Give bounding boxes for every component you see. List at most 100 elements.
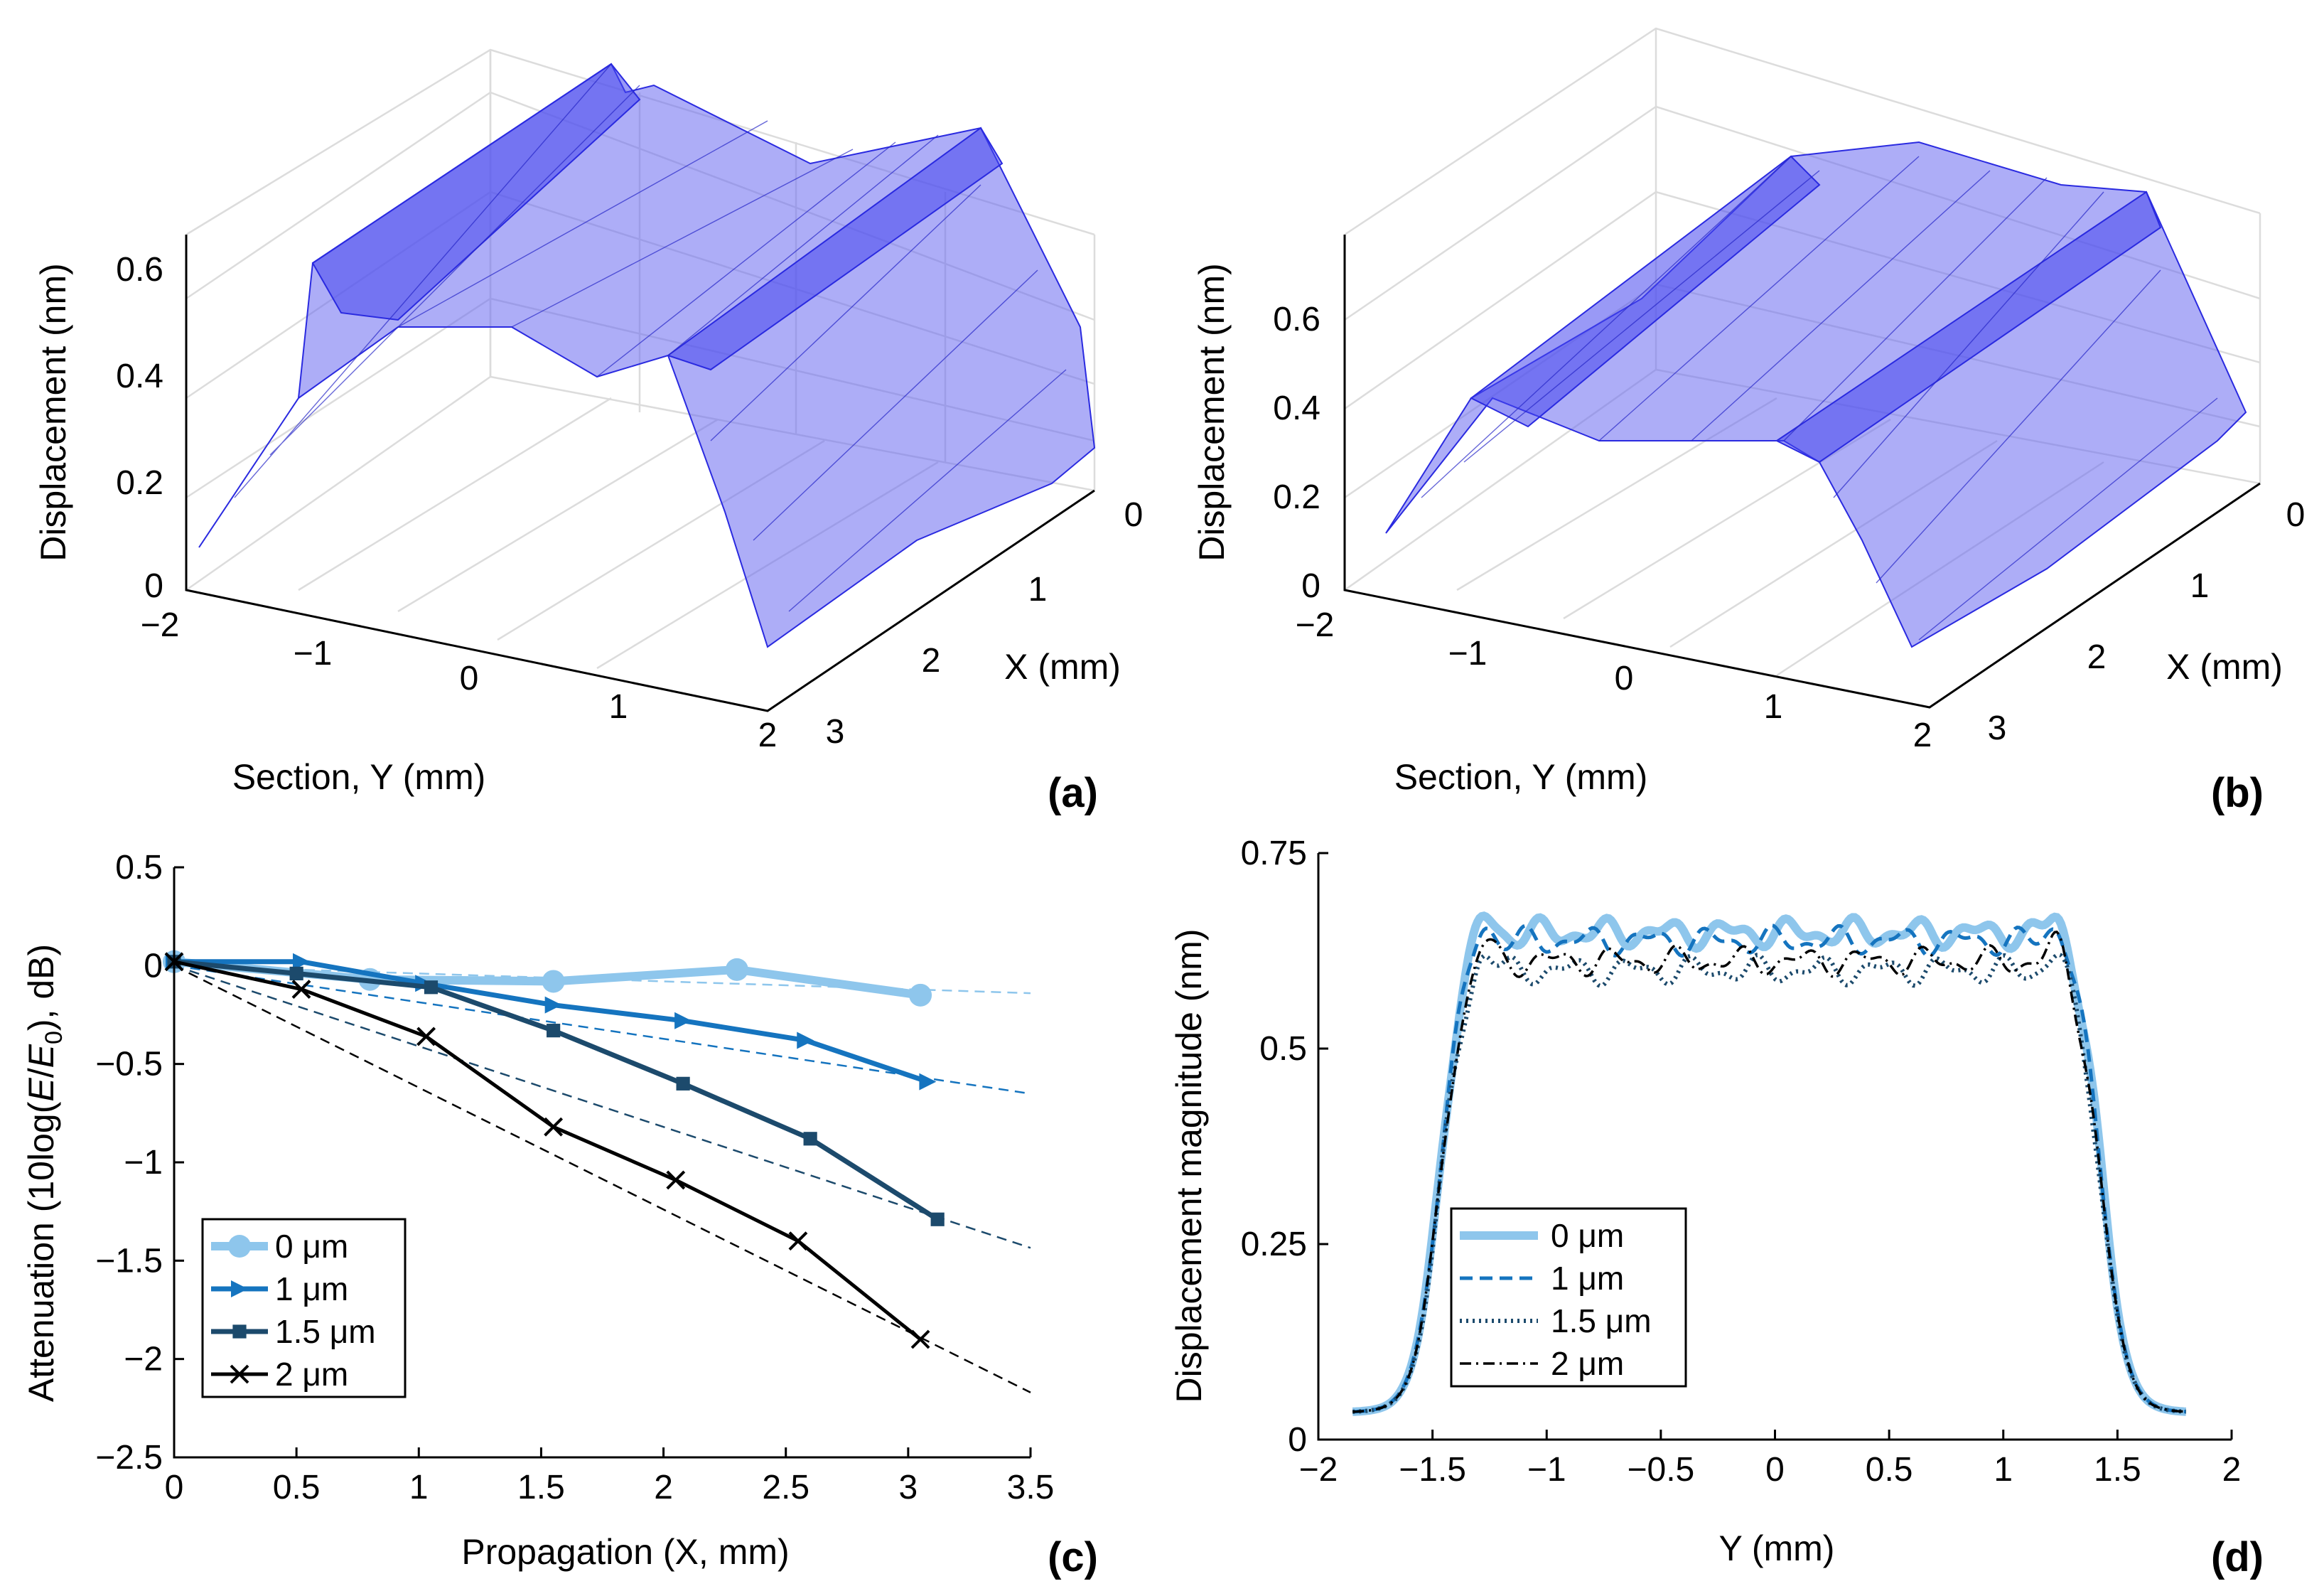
x-tick: 2 xyxy=(922,642,941,680)
legend-label: 1 μm xyxy=(1551,1260,1624,1297)
z-tick: 0 xyxy=(1301,567,1320,605)
y-tick: 2 xyxy=(758,717,778,754)
panel-c-axes xyxy=(173,867,1031,1459)
panel-a-mesh xyxy=(234,63,1067,612)
y-tick: 0 xyxy=(460,660,479,697)
y-tick-label: 0 xyxy=(1288,1421,1307,1459)
series-line-1 xyxy=(1352,923,2186,1414)
marker-square xyxy=(547,1024,561,1038)
legend-label: 0 μm xyxy=(1551,1217,1624,1254)
panel-b-y-ticks: −2 −1 0 1 2 xyxy=(1296,606,1932,754)
y-tick-label: 0.5 xyxy=(115,849,163,886)
marker-triangle-right xyxy=(544,996,562,1014)
x-tick: 0 xyxy=(2286,496,2306,534)
y-tick-label: −1.5 xyxy=(95,1242,163,1280)
x-tick-label: 1.5 xyxy=(2094,1451,2141,1489)
fit-line xyxy=(173,965,1031,1249)
legend-label: 0 μm xyxy=(275,1228,348,1265)
x-tick-label: 0 xyxy=(165,1469,184,1506)
panel-d-xlabel: Y (mm) xyxy=(1719,1528,1835,1568)
x-tick-label: 1 xyxy=(1994,1451,2013,1489)
x-tick-label: 3.5 xyxy=(1007,1469,1055,1506)
z-tick: 0.2 xyxy=(116,464,163,502)
marker-x xyxy=(666,1170,686,1190)
x-tick: 3 xyxy=(826,713,845,751)
panel-d-label: (d) xyxy=(2211,1534,2264,1580)
y-tick: −2 xyxy=(1296,606,1335,644)
x-tick: 1 xyxy=(2190,567,2210,605)
x-tick-label: 3 xyxy=(899,1469,918,1506)
legend-label: 2 μm xyxy=(1551,1345,1624,1382)
marker-circle xyxy=(909,983,932,1007)
marker-square xyxy=(232,1324,247,1339)
marker-circle xyxy=(725,958,748,981)
series-line-0 xyxy=(1352,911,2186,1416)
x-tick-label: 0.5 xyxy=(273,1469,321,1506)
y-tick-label: −0.5 xyxy=(95,1046,163,1083)
x-tick-label: 1 xyxy=(409,1469,429,1506)
x-tick: 2 xyxy=(2087,638,2107,676)
panel-c-xlabel: Propagation (X, mm) xyxy=(461,1532,789,1572)
y-tick-label: 0 xyxy=(144,947,163,985)
z-tick: 0.6 xyxy=(1273,301,1320,338)
panel-c-label: (c) xyxy=(1048,1534,1098,1580)
panel-a-x-ticks: 0 1 2 3 xyxy=(826,496,1144,751)
panel-b-zlabel: Displacement (nm) xyxy=(1192,263,1232,562)
legend-label: 1.5 μm xyxy=(275,1313,376,1350)
marker-square xyxy=(930,1212,945,1226)
panel-d-axes xyxy=(1317,853,2232,1441)
panel-b-mesh xyxy=(1421,156,2218,641)
marker-square xyxy=(289,966,303,980)
y-tick: −1 xyxy=(1448,635,1488,673)
x-tick-label: 0 xyxy=(1765,1451,1785,1489)
y-tick-label: 0.5 xyxy=(1259,1030,1307,1068)
panel-d-legend: 0 μm 1 μm 1.5 μm 2 μm xyxy=(1450,1207,1687,1388)
x-tick: 0 xyxy=(1124,496,1144,534)
panel-d-ylabel: Displacement magnitude (nm) xyxy=(1169,929,1209,1403)
panel-a-z-ticks: 0 0.2 0.4 0.6 xyxy=(116,251,163,605)
panel-c-series xyxy=(163,950,945,1349)
series-line-2 xyxy=(1352,952,2186,1414)
x-tick-label: 2 xyxy=(2222,1451,2242,1489)
panel-c-ticks: 0 0.5 1 1.5 2 2.5 3 3.5 0.5 0 −0.5 −1 −1.5 −2 −2.5 xyxy=(95,849,1054,1506)
series-2 xyxy=(167,955,945,1226)
y-tick: 0 xyxy=(1615,660,1634,697)
panel-a-label: (a) xyxy=(1048,770,1098,816)
legend-label: 1 μm xyxy=(275,1270,348,1307)
x-tick-label: 1.5 xyxy=(517,1469,565,1506)
marker-x xyxy=(788,1231,808,1251)
series-line-3 xyxy=(1352,931,2186,1413)
marker-circle xyxy=(542,970,565,993)
marker-triangle-right xyxy=(293,953,311,970)
marker-triangle-right xyxy=(797,1032,814,1049)
y-tick: 2 xyxy=(1913,717,1932,754)
panel-c-legend: 0 μm 1 μm 1.5 μm 2 μm xyxy=(201,1218,407,1398)
y-tick: −1 xyxy=(294,635,333,673)
panel-b-z-ticks: 0 0.2 0.4 0.6 xyxy=(1273,301,1320,605)
panel-a-zlabel: Displacement (nm) xyxy=(33,263,73,562)
x-tick-label: 2 xyxy=(654,1469,673,1506)
y-tick-label: 0.25 xyxy=(1241,1226,1307,1263)
marker-triangle-right xyxy=(674,1012,692,1029)
panel-b-axes xyxy=(1343,235,2261,709)
marker-x xyxy=(291,980,311,999)
y-tick-label: −1 xyxy=(124,1144,163,1182)
x-tick-label: 2.5 xyxy=(762,1469,809,1506)
fit-line xyxy=(173,965,1031,1393)
y-tick: −2 xyxy=(141,606,180,644)
x-tick-label: −1.5 xyxy=(1399,1451,1466,1489)
panel-b: 0 0.2 0.4 0.6 −2 −1 0 1 2 0 1 2 3 Displa… xyxy=(1192,27,2306,816)
marker-triangle-right xyxy=(231,1280,248,1297)
panel-d-series xyxy=(1352,911,2186,1416)
y-tick-label: −2.5 xyxy=(95,1439,163,1477)
panel-a-axes xyxy=(185,235,1095,712)
panel-c-ylabel: Attenuation (10log(E/E0), dB) xyxy=(21,944,68,1402)
y-tick-label: 0.75 xyxy=(1241,835,1307,872)
y-tick: 1 xyxy=(609,688,628,726)
panel-c: 0 0.5 1 1.5 2 2.5 3 3.5 0.5 0 −0.5 −1 −1.5 −2 −2.5 0 μ… xyxy=(21,849,1098,1580)
panel-b-xlabel: X (mm) xyxy=(2166,647,2283,687)
z-tick: 0 xyxy=(144,567,163,605)
x-tick-label: −0.5 xyxy=(1627,1451,1694,1489)
panel-a-surface-ridge xyxy=(311,63,1004,371)
panel-a-xlabel: X (mm) xyxy=(1004,647,1121,687)
